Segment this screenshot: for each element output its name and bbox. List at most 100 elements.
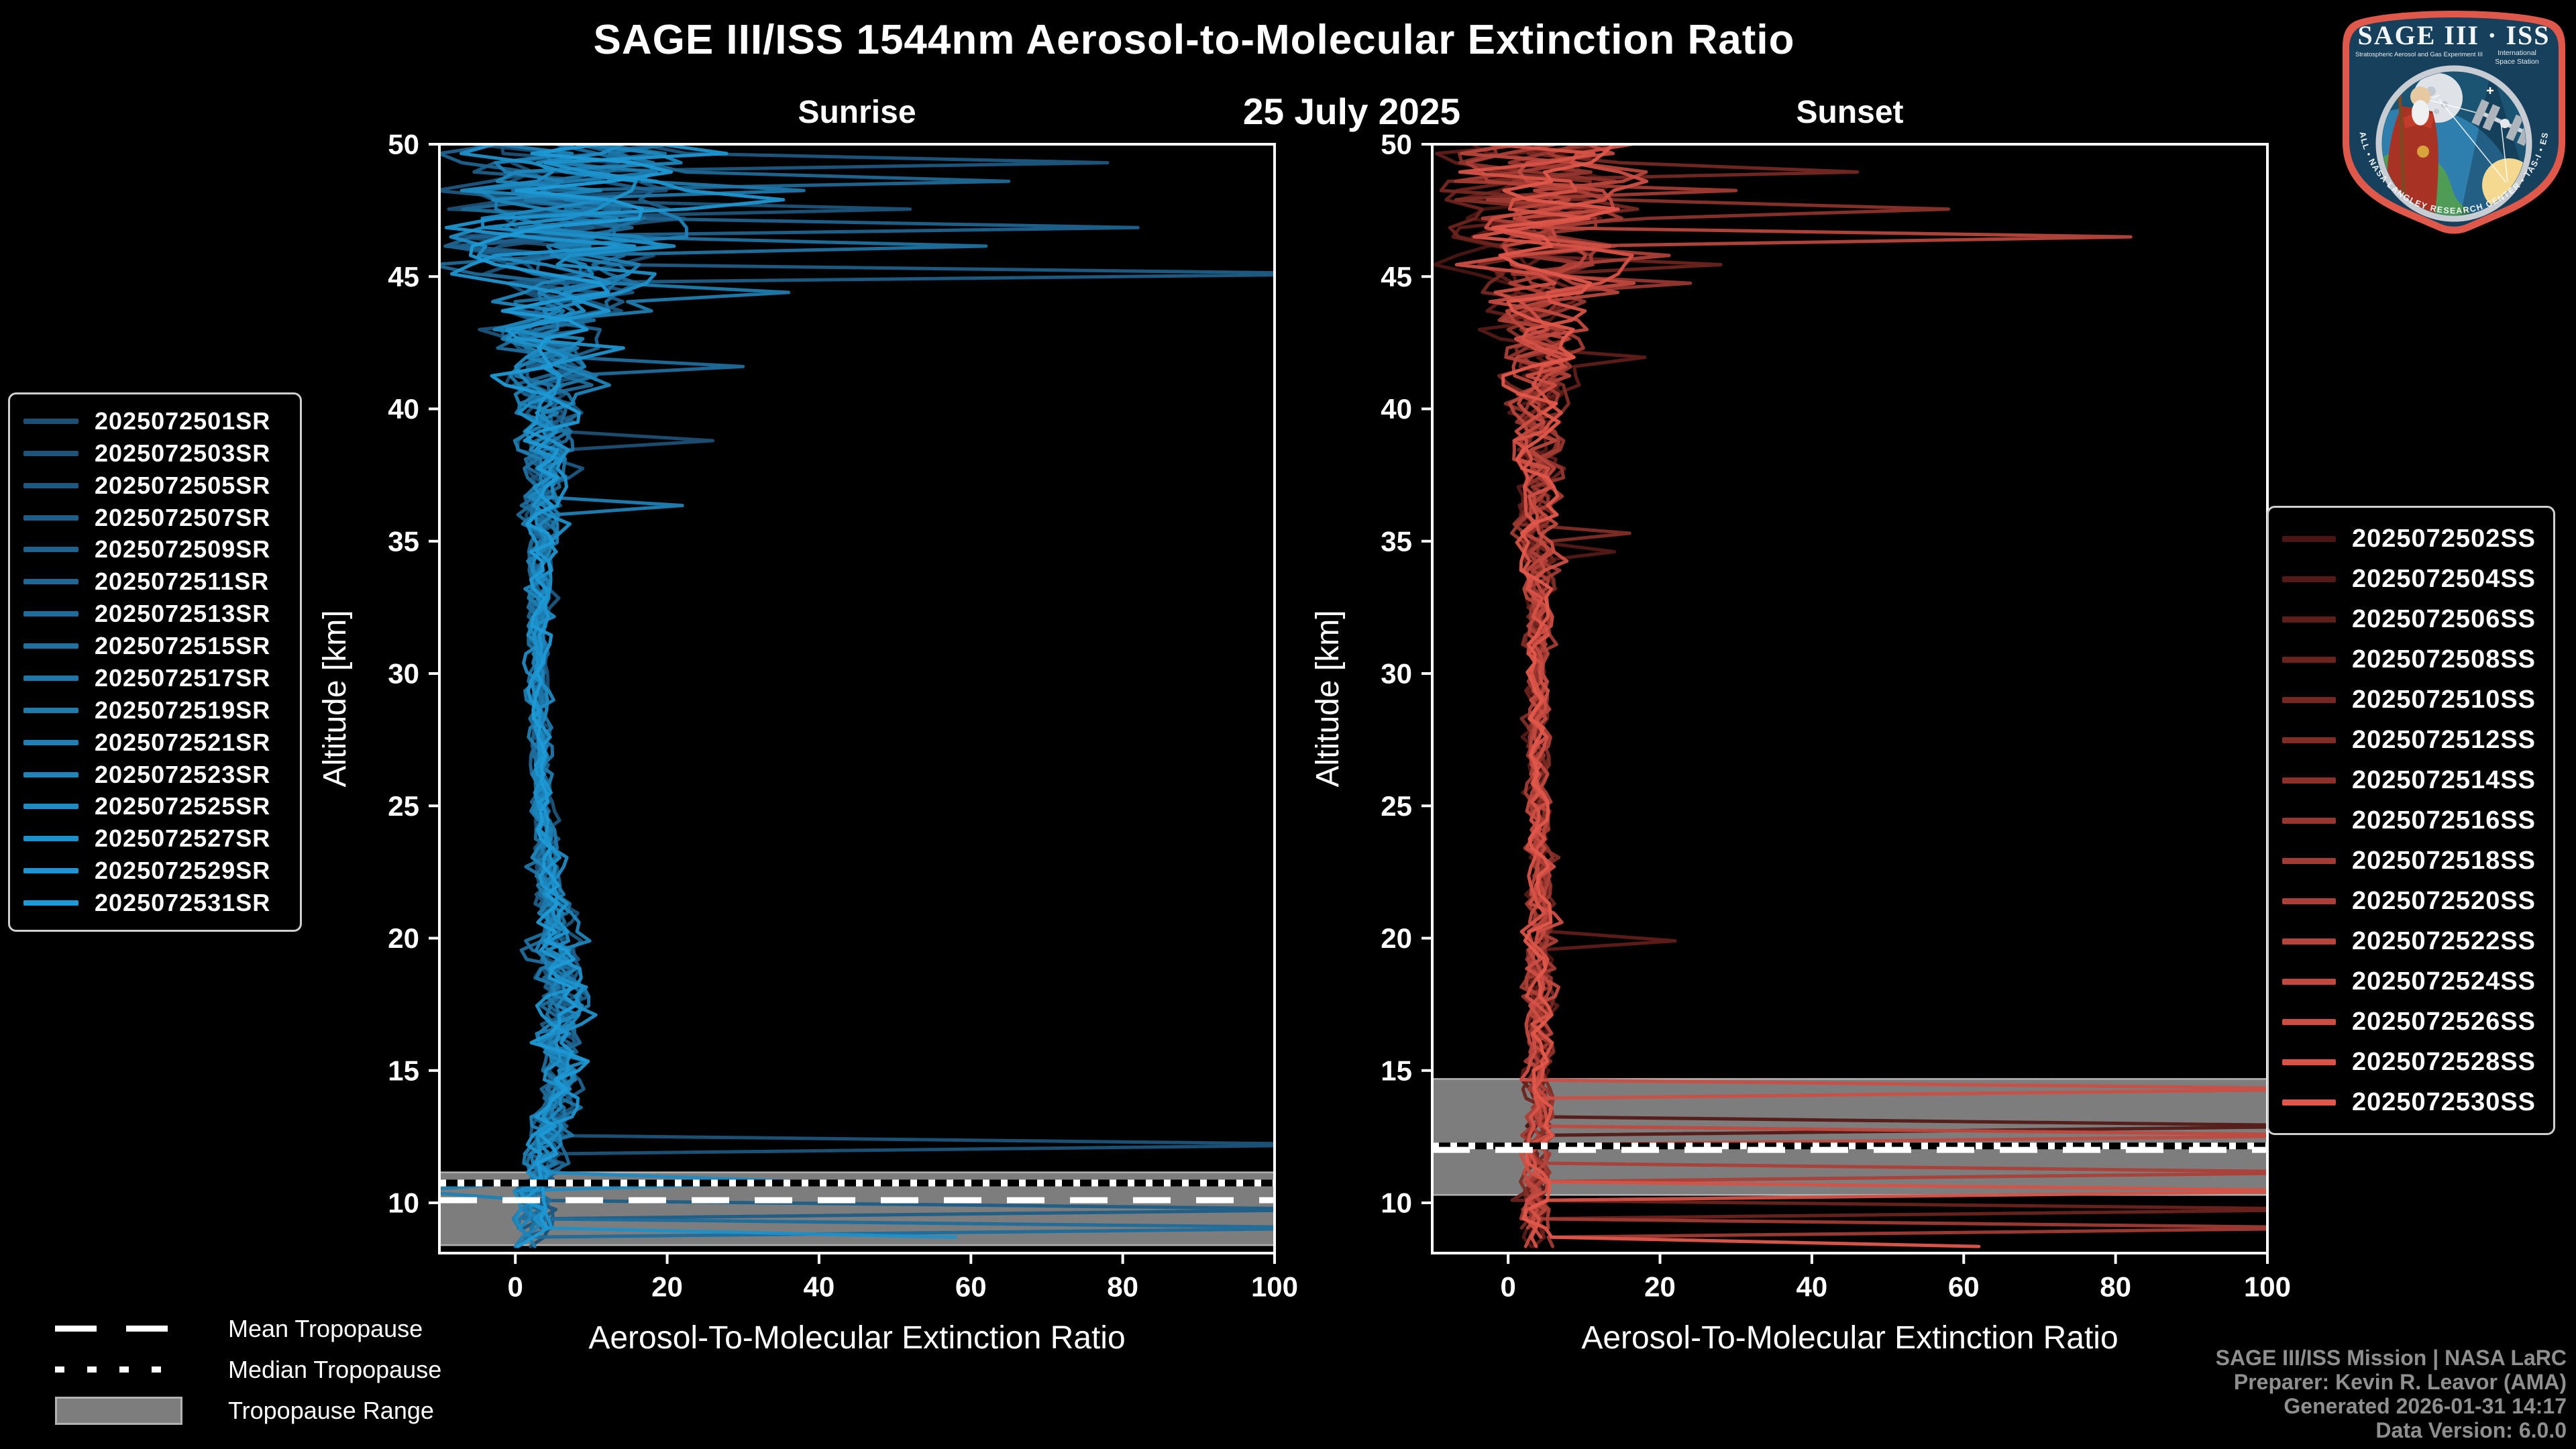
legend-line-swatch — [2282, 817, 2336, 824]
y-tick-label: 25 — [1381, 790, 1412, 822]
profile-line-2025072520SS — [1465, 144, 2267, 1230]
y-axis-label: Altitude [km] — [317, 610, 353, 787]
legend-label: 2025072523SR — [95, 760, 271, 788]
profile-line-2025072513SR — [496, 144, 1275, 1239]
logo-title: SAGE III · ISS — [2357, 20, 2550, 50]
legend-item-2025072520SS: 2025072520SS — [2282, 887, 2540, 916]
x-tick-label: 100 — [2244, 1271, 2291, 1302]
panel-title-sunrise: Sunrise — [798, 95, 916, 130]
legend-label: 2025072505SR — [95, 471, 271, 499]
legend-item-2025072513SR: 2025072513SR — [23, 600, 286, 628]
legend-line-swatch — [23, 450, 78, 456]
legend-line-swatch — [2282, 576, 2336, 582]
legend-item-2025072530SS: 2025072530SS — [2282, 1088, 2540, 1117]
profile-line-2025072525SR — [449, 144, 806, 1230]
legend-line-swatch — [23, 579, 78, 585]
legend-item-2025072507SR: 2025072507SR — [23, 504, 286, 532]
y-tick-label: 40 — [1381, 393, 1412, 425]
legend-label: 2025072519SR — [95, 696, 271, 724]
x-tick-label: 20 — [1644, 1271, 1676, 1302]
legend-line-swatch — [23, 515, 78, 521]
legend-line-swatch — [23, 868, 78, 874]
legend-line-swatch — [2282, 898, 2336, 904]
legend-item-2025072529SR: 2025072529SR — [23, 857, 286, 885]
legend-line-swatch — [23, 900, 78, 906]
y-tick-label: 30 — [1381, 658, 1412, 690]
legend-line-swatch — [23, 418, 78, 424]
legend-label: 2025072531SR — [95, 889, 271, 917]
y-tick-label: 25 — [388, 790, 419, 822]
credit-data-version: Data Version: 6.0.0 — [2375, 1418, 2567, 1442]
y-tick-label: 15 — [1381, 1055, 1412, 1086]
legend-line-swatch — [23, 482, 78, 488]
legend-line-swatch — [23, 611, 78, 617]
credits-block: SAGE III/ISS Mission | NASA LaRC Prepare… — [2216, 1346, 2567, 1442]
x-tick-label: 100 — [1251, 1271, 1298, 1302]
legend-label: 2025072514SS — [2352, 765, 2536, 794]
legend-item-2025072517SR: 2025072517SR — [23, 664, 286, 692]
x-tick-label: 40 — [804, 1271, 835, 1302]
legend-label: 2025072510SS — [2352, 685, 2536, 714]
legend-label: 2025072504SS — [2352, 564, 2536, 593]
legend-item-2025072503SR: 2025072503SR — [23, 439, 286, 468]
legend-label: 2025072507SR — [95, 503, 271, 531]
legend-item-2025072511SR: 2025072511SR — [23, 568, 286, 596]
page-title: SAGE III/ISS 1544nm Aerosol-to-Molecular… — [593, 17, 1795, 63]
legend-label: 2025072524SS — [2352, 967, 2536, 996]
legend-item-2025072523SR: 2025072523SR — [23, 761, 286, 789]
legend-line-swatch — [23, 804, 78, 810]
mean-tropopause-dashed-swatch — [55, 1326, 182, 1332]
tropopause-range-swatch — [55, 1396, 182, 1425]
legend-item-2025072518SS: 2025072518SS — [2282, 847, 2540, 875]
legend-label: 2025072521SR — [95, 728, 271, 756]
y-tick-label: 35 — [388, 525, 419, 557]
logo-subtitle-right-2: Space Station — [2495, 58, 2539, 66]
profile-line-2025072528SS — [1458, 144, 2267, 1248]
legend-item-2025072512SS: 2025072512SS — [2282, 726, 2540, 755]
tropopause-legend: Mean Tropopause Median Tropopause Tropop… — [55, 1308, 441, 1431]
x-tick-label: 20 — [651, 1271, 683, 1302]
legend-line-swatch — [23, 643, 78, 649]
legend-line-swatch — [2282, 1099, 2336, 1106]
tropopause-range-label: Tropopause Range — [228, 1396, 434, 1424]
logo-subtitle-right-1: International — [2498, 49, 2536, 57]
credit-preparer: Preparer: Kevin R. Leavor (AMA) — [2233, 1370, 2567, 1394]
credit-generated: Generated 2026-01-31 14:17 — [2284, 1394, 2567, 1418]
profile-line-2025072510SS — [1439, 144, 1860, 1230]
legend-label: 2025072522SS — [2352, 926, 2536, 955]
legend-item-2025072505SR: 2025072505SR — [23, 472, 286, 500]
page-subtitle: 25 July 2025 — [1242, 91, 1461, 132]
legend-label: 2025072527SR — [95, 824, 271, 853]
legend-label: 2025072517SR — [95, 663, 271, 692]
median-tropopause-legend-item: Median Tropopause — [55, 1349, 441, 1390]
legend-item-2025072509SR: 2025072509SR — [23, 535, 286, 564]
x-tick-label: 0 — [1501, 1271, 1516, 1302]
x-tick-label: 40 — [1796, 1271, 1828, 1302]
legend-label: 2025072516SS — [2352, 806, 2536, 835]
legend-label: 2025072509SR — [95, 535, 271, 564]
profile-line-2025072519SR — [478, 144, 791, 1248]
legend-label: 2025072508SS — [2352, 645, 2536, 674]
legend-label: 2025072503SR — [95, 439, 271, 467]
sunset-legend: 2025072502SS 2025072504SS 2025072506SS 2025… — [2267, 506, 2555, 1135]
legend-line-swatch — [2282, 535, 2336, 542]
legend-label: 2025072515SR — [95, 632, 271, 660]
x-tick-label: 80 — [2100, 1271, 2131, 1302]
y-tick-label: 20 — [1381, 922, 1412, 954]
x-tick-label: 0 — [508, 1271, 523, 1302]
mean-tropopause-legend-item: Mean Tropopause — [55, 1308, 441, 1349]
legend-label: 2025072529SR — [95, 857, 271, 885]
legend-line-swatch — [23, 707, 78, 713]
legend-item-2025072506SS: 2025072506SS — [2282, 605, 2540, 634]
legend-item-2025072521SR: 2025072521SR — [23, 729, 286, 757]
sunrise-legend: 2025072501SR 2025072503SR 2025072505SR 2025… — [8, 392, 302, 932]
profile-line-2025072531SR — [468, 144, 674, 1248]
y-tick-label: 50 — [388, 129, 419, 160]
legend-label: 2025072501SR — [95, 407, 271, 435]
legend-line-swatch — [2282, 777, 2336, 784]
y-tick-label: 35 — [1381, 525, 1412, 557]
tropopause-range-legend-item: Tropopause Range — [55, 1390, 441, 1431]
axes-frame — [438, 143, 1276, 1254]
legend-item-2025072516SS: 2025072516SS — [2282, 806, 2540, 835]
plot-area — [439, 144, 1275, 1248]
